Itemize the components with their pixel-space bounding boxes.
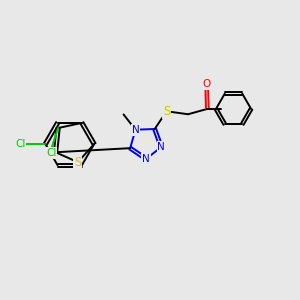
- Text: Cl: Cl: [46, 148, 56, 158]
- Text: N: N: [158, 142, 165, 152]
- Text: S: S: [74, 156, 82, 169]
- Text: S: S: [163, 105, 170, 118]
- Text: N: N: [142, 154, 150, 164]
- Text: N: N: [132, 125, 140, 135]
- Text: O: O: [202, 79, 211, 89]
- Text: Cl: Cl: [15, 139, 26, 149]
